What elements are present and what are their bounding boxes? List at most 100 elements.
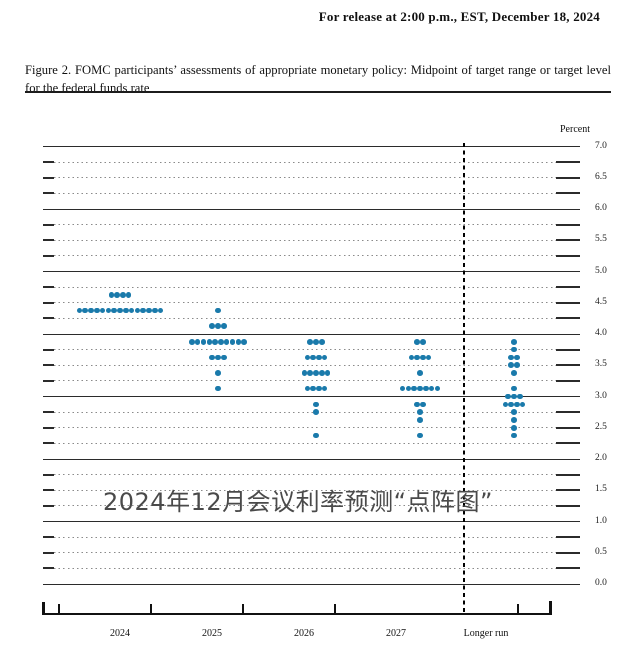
gridline-dotted	[54, 474, 556, 476]
gridline-solid	[43, 583, 580, 585]
dot	[408, 354, 415, 361]
dot	[420, 401, 426, 408]
gridline-dotted	[54, 177, 556, 179]
dot	[200, 339, 207, 345]
gridline-left-tick	[43, 442, 54, 445]
y-tick-label: 6.0	[595, 203, 607, 213]
dot	[434, 385, 441, 392]
gridline-right-tick	[556, 504, 580, 507]
dot	[511, 385, 517, 392]
dot	[301, 370, 308, 376]
dot	[511, 370, 517, 376]
gridline-solid	[43, 146, 580, 147]
dot	[417, 385, 423, 392]
gridline-left-tick	[43, 161, 54, 164]
dot	[76, 307, 83, 314]
dot	[123, 307, 129, 314]
dot	[108, 292, 115, 298]
gridline-left-tick	[43, 317, 54, 320]
dot	[511, 432, 517, 439]
dot	[511, 346, 517, 353]
dot	[316, 385, 322, 392]
x-axis-left-endbar	[42, 602, 45, 615]
dot	[189, 339, 195, 345]
gridline-right-tick	[556, 567, 580, 570]
gridline-dotted	[54, 239, 556, 241]
dot	[420, 354, 426, 361]
gridline-dotted	[54, 411, 556, 413]
gridline-dotted	[54, 505, 556, 507]
x-axis-right-endbar	[549, 601, 552, 615]
dot	[152, 307, 158, 314]
separator-dashed-line	[463, 143, 465, 613]
x-axis-label-2025: 2025	[202, 628, 222, 639]
gridline-left-tick	[43, 254, 54, 257]
gridline-dotted	[54, 302, 556, 304]
dot	[229, 339, 236, 345]
gridline-dotted	[54, 224, 556, 226]
dot	[221, 323, 227, 329]
gridline-left-tick	[43, 364, 54, 367]
dot	[209, 354, 215, 361]
dot	[125, 292, 132, 298]
dot	[502, 401, 509, 408]
gridline-solid	[43, 208, 580, 210]
gridline-left-tick	[43, 176, 54, 179]
x-axis-label-2024: 2024	[110, 628, 130, 639]
gridline-solid	[43, 458, 580, 460]
dot	[428, 385, 435, 392]
dot	[310, 354, 316, 361]
gridline-right-tick	[556, 254, 580, 257]
dot	[324, 370, 331, 376]
gridline-right-tick	[556, 489, 580, 492]
gridline-left-tick	[43, 473, 54, 476]
dot	[511, 409, 517, 415]
dot	[313, 370, 319, 376]
gridline-right-tick	[556, 426, 580, 429]
gridline-right-tick	[556, 192, 580, 195]
dot	[321, 385, 328, 392]
dot	[99, 307, 106, 314]
dot	[304, 385, 311, 392]
dot	[425, 354, 432, 361]
dot-plot-chart: Percent 7.0 6.5 6.0 5.5 5.0 4.5 4.0 3.5 3.0 2.5 2.0…	[0, 100, 633, 663]
gridline-dotted	[54, 192, 556, 194]
dot	[146, 307, 152, 314]
dot	[313, 401, 319, 408]
y-tick-label: 3.5	[595, 359, 607, 370]
y-tick-label: 5.0	[595, 265, 607, 276]
gridline-right-tick	[556, 301, 580, 304]
dot	[105, 307, 112, 314]
dot	[218, 339, 224, 345]
gridline-right-tick	[556, 536, 580, 539]
dot	[157, 307, 164, 314]
dot	[508, 354, 514, 361]
dot	[405, 385, 412, 392]
dot	[417, 417, 423, 423]
x-axis-tick	[150, 604, 152, 613]
dot	[206, 339, 213, 345]
y-tick-label: 3.0	[595, 390, 607, 401]
gridline-left-tick	[43, 489, 54, 492]
dot	[114, 292, 120, 298]
gridline-dotted	[54, 286, 556, 288]
gridline-dotted	[54, 536, 556, 538]
gridline-right-tick	[556, 223, 580, 226]
dot	[307, 370, 313, 376]
dot	[508, 362, 514, 369]
y-axis-unit-label: Percent	[560, 124, 590, 135]
dot	[111, 307, 117, 314]
gridline-right-tick	[556, 411, 580, 414]
dot	[423, 385, 429, 392]
x-axis-line	[43, 613, 552, 615]
dot	[514, 401, 520, 408]
y-tick-label: 7.0	[595, 140, 607, 151]
y-tick-label: 0.0	[595, 578, 607, 588]
dot	[313, 432, 319, 439]
gridline-right-tick	[556, 317, 580, 320]
dot	[88, 307, 94, 314]
dot	[517, 393, 523, 400]
gridline-left-tick	[43, 192, 54, 195]
dot	[194, 339, 201, 345]
